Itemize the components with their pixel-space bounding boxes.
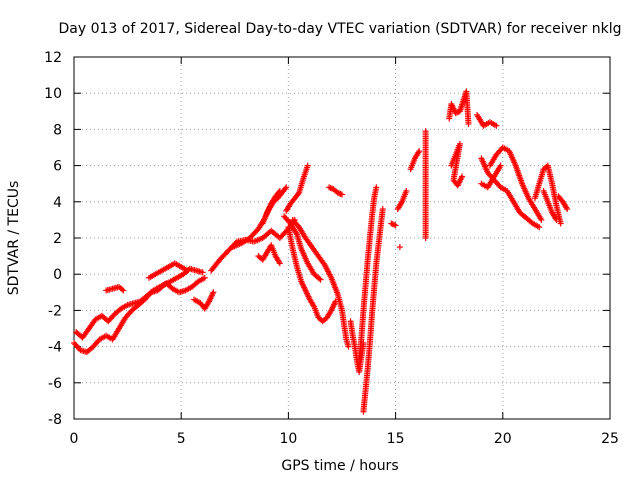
data-point [275, 189, 282, 196]
x-tick-label: 15 [387, 431, 405, 447]
data-point [403, 187, 410, 194]
data-point [210, 289, 217, 296]
data-point [304, 162, 311, 169]
chart-title: Day 013 of 2017, Sidereal Day-to-day VTE… [59, 21, 622, 37]
x-tick-label: 0 [70, 431, 79, 447]
y-tick-label: 10 [44, 86, 62, 102]
data-point [497, 162, 504, 169]
y-tick-label: 6 [53, 159, 62, 175]
data-point [317, 276, 324, 283]
data-point [553, 216, 560, 223]
data-point [345, 343, 352, 350]
data-point [493, 122, 500, 129]
data-point [459, 173, 466, 180]
data-point [379, 206, 386, 213]
data-point [199, 269, 206, 276]
data-point [295, 191, 302, 198]
data-point [201, 274, 208, 281]
axis-ticks [73, 56, 611, 420]
y-tick-label: 2 [53, 231, 62, 247]
y-tick-label: -4 [48, 340, 62, 356]
y-tick-label: -8 [48, 412, 62, 428]
y-tick-label: -6 [48, 376, 62, 392]
data-point [276, 260, 283, 267]
y-tick-labels: -8 -6 -4 -2 0 2 4 6 8 10 12 [44, 50, 62, 428]
data-point [392, 222, 399, 229]
y-tick-label: 4 [53, 195, 62, 211]
y-axis-label: SDTVAR / TECUs [6, 181, 22, 296]
data-point [557, 220, 564, 227]
x-axis-label: GPS time / hours [281, 458, 398, 474]
data-point [416, 148, 423, 155]
data-point [396, 244, 403, 251]
data-point [120, 287, 127, 294]
data-point [422, 235, 429, 241]
data-point [282, 185, 289, 192]
data-point [373, 184, 380, 191]
y-tick-label: -2 [48, 303, 62, 319]
data-point [283, 184, 290, 191]
x-tick-label: 10 [279, 431, 297, 447]
x-tick-label: 5 [177, 431, 186, 447]
data-point [276, 187, 283, 194]
x-tick-label: 20 [494, 431, 512, 447]
x-tick-label: 25 [601, 431, 619, 447]
x-tick-labels: 0 5 10 15 20 25 [70, 431, 619, 447]
data-point [536, 224, 543, 231]
data-point [465, 120, 472, 127]
data-points [71, 88, 571, 415]
data-point [389, 221, 396, 228]
data-point [391, 221, 398, 228]
data-point [538, 216, 545, 223]
data-point [564, 206, 571, 213]
y-tick-label: 0 [53, 267, 62, 283]
data-point [316, 275, 323, 282]
data-point [184, 267, 191, 274]
data-point [339, 191, 345, 198]
grid [74, 57, 610, 419]
y-tick-label: 8 [53, 122, 62, 138]
y-tick-label: 12 [44, 50, 62, 66]
